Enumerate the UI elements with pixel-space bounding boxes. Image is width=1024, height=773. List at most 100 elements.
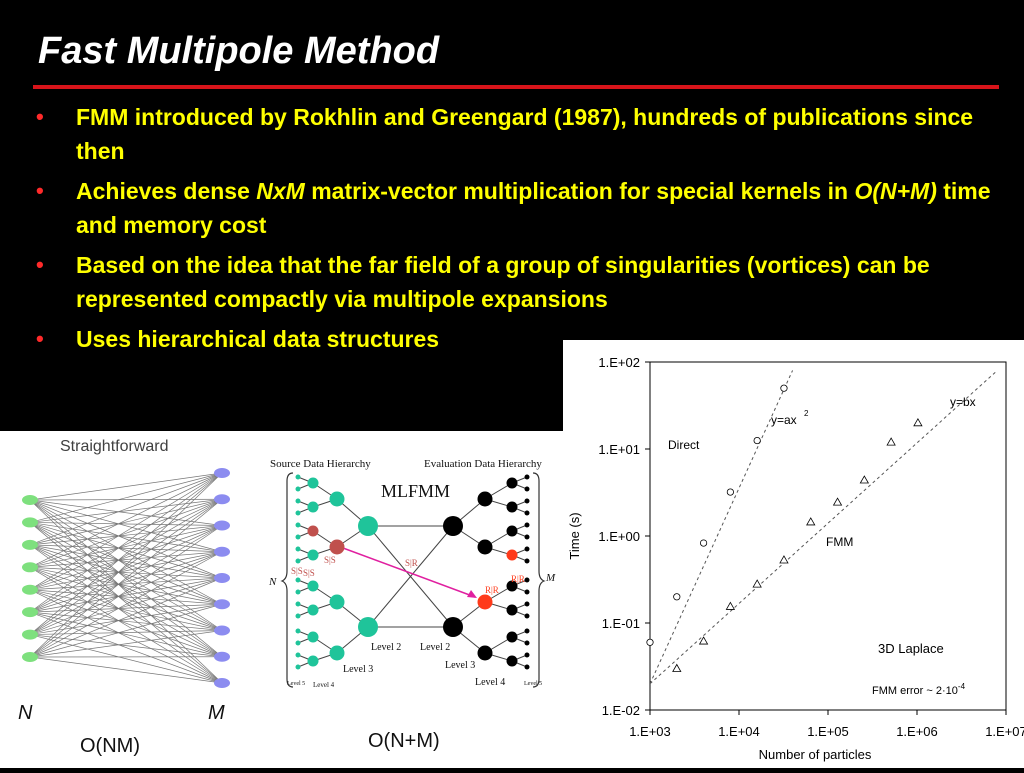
source-level3-node <box>330 595 345 610</box>
eval-level4-node <box>507 478 518 489</box>
source-level4-node <box>308 478 319 489</box>
level4-right-label: Level 4 <box>475 677 505 688</box>
level5-left-label: Level 5 <box>287 681 305 687</box>
target-node <box>214 573 230 583</box>
edge-line <box>30 578 222 635</box>
source-leaf <box>296 487 301 492</box>
source-leaf <box>296 578 301 583</box>
bullet-emphasis: O(N+M) <box>854 178 936 204</box>
right-brace-m-label: M <box>545 572 556 584</box>
x-tick-label: 1.E+04 <box>718 724 760 739</box>
source-level4-node <box>308 605 319 616</box>
source-leaf <box>296 499 301 504</box>
edge-line <box>30 499 222 567</box>
source-leaf <box>296 614 301 619</box>
y-tick-label: 1.E+00 <box>598 529 640 544</box>
eval-level4-node <box>507 632 518 643</box>
target-node <box>214 494 230 504</box>
eval-leaf <box>525 602 530 607</box>
source-leaf <box>296 653 301 658</box>
source-node <box>22 495 38 505</box>
eval-level3-node <box>478 595 493 610</box>
target-node <box>214 678 230 688</box>
source-leaf <box>296 523 301 528</box>
y-tick-label: 1.E+01 <box>598 442 640 457</box>
target-node <box>214 599 230 609</box>
eval-leaf <box>525 511 530 516</box>
x-tick-label: 1.E+03 <box>629 724 671 739</box>
source-leaf <box>296 641 301 646</box>
bullet-item: •Achieves dense NxM matrix-vector multip… <box>36 174 996 242</box>
direct-point <box>674 594 680 600</box>
rr-label-2: R|R <box>485 585 499 595</box>
error-exponent: -4 <box>958 682 966 691</box>
edge-line <box>30 473 222 500</box>
straightforward-n-label: N <box>18 702 33 724</box>
edge-line <box>30 473 222 590</box>
fmm-point <box>860 476 868 483</box>
eval-leaf <box>525 641 530 646</box>
y-tick-label: 1.E+02 <box>598 355 640 370</box>
target-node <box>214 521 230 531</box>
source-node <box>22 540 38 550</box>
direct-point <box>781 385 787 391</box>
target-node <box>214 468 230 478</box>
source-level3-node <box>330 540 345 555</box>
x-tick-label: 1.E+07 <box>985 724 1024 739</box>
error-base: 10 <box>946 685 958 697</box>
straightforward-heading: Straightforward <box>60 438 169 455</box>
left-brace <box>282 473 293 687</box>
source-level4-node <box>308 632 319 643</box>
x-tick-label: 1.E+06 <box>896 724 938 739</box>
series-label-direct: Direct <box>668 438 700 452</box>
edge-line <box>30 499 222 545</box>
fmm-point <box>780 556 788 563</box>
source-level3-node <box>330 492 345 507</box>
edge-line <box>30 473 222 567</box>
bullet-dot: • <box>36 174 44 208</box>
bullet-item: •FMM introduced by Rokhlin and Greengard… <box>36 100 996 168</box>
rr-label-1: R|R <box>511 574 525 584</box>
edge-line <box>30 604 222 634</box>
eval-hierarchy-heading: Evaluation Data Hierarchy <box>424 458 542 470</box>
x-axis-label: Number of particles <box>759 747 872 762</box>
eval-level4-node <box>507 526 518 537</box>
eval-level3-node <box>478 540 493 555</box>
fmm-point <box>834 498 842 505</box>
eval-leaf <box>525 475 530 480</box>
title-divider <box>33 85 999 89</box>
edge-line <box>30 635 222 657</box>
edge-line <box>30 567 222 683</box>
source-level2-node <box>358 516 378 536</box>
eval-leaf <box>525 499 530 504</box>
x-tick-label: 1.E+05 <box>807 724 849 739</box>
source-level4-node <box>308 581 319 592</box>
source-leaf <box>296 590 301 595</box>
eval-leaf <box>525 547 530 552</box>
source-level4-node <box>308 550 319 561</box>
mlfmm-complexity: O(N+M) <box>368 730 440 752</box>
source-level2-node <box>358 617 378 637</box>
error-annotation: FMM error ~ 2·10-4 <box>872 682 966 697</box>
edge-line <box>30 473 222 522</box>
level2-left-label: Level 2 <box>371 642 401 653</box>
mlfmm-diagram: Source Data Hierarchy Evaluation Data Hi… <box>263 431 563 768</box>
eval-leaf <box>525 523 530 528</box>
edge-line <box>30 552 222 635</box>
fit-line <box>650 370 997 683</box>
bullet-emphasis: NxM <box>256 178 305 204</box>
source-node <box>22 652 38 662</box>
straightforward-diagram: Straightforward N M O(NM) <box>0 431 260 768</box>
eval-level4-node <box>507 502 518 513</box>
eval-leaf <box>525 629 530 634</box>
source-node <box>22 607 38 617</box>
level3-left-label: Level 3 <box>343 664 373 675</box>
mlfmm-name: MLFMM <box>381 481 450 501</box>
fmm-point <box>673 664 681 671</box>
source-leaf <box>296 629 301 634</box>
straightforward-m-label: M <box>208 702 225 724</box>
eval-leaf <box>525 590 530 595</box>
eval-level4-node <box>507 656 518 667</box>
direct-point <box>727 489 733 495</box>
